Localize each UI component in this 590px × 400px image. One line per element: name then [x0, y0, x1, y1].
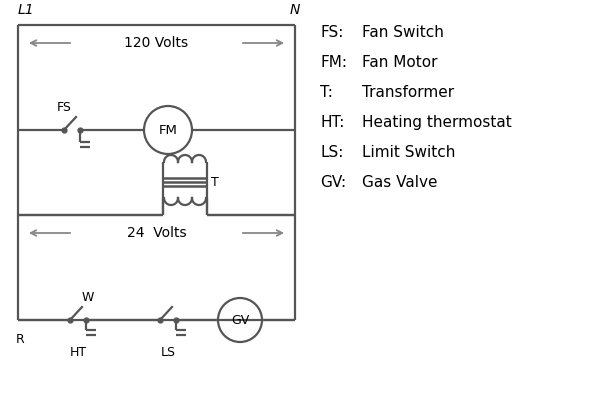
Text: FS: FS — [57, 101, 71, 114]
Text: Gas Valve: Gas Valve — [362, 175, 438, 190]
Text: R: R — [15, 333, 24, 346]
Text: 120 Volts: 120 Volts — [124, 36, 189, 50]
Text: GV: GV — [231, 314, 249, 326]
Text: HT: HT — [70, 346, 87, 359]
Text: HT:: HT: — [320, 115, 345, 130]
Text: Fan Motor: Fan Motor — [362, 55, 438, 70]
Text: T: T — [211, 176, 219, 188]
Text: FS:: FS: — [320, 25, 343, 40]
Text: GV:: GV: — [320, 175, 346, 190]
Text: N: N — [290, 3, 300, 17]
Text: LS: LS — [160, 346, 175, 359]
Text: LS:: LS: — [320, 145, 343, 160]
Text: FM:: FM: — [320, 55, 347, 70]
Text: T:: T: — [320, 85, 333, 100]
Text: FM: FM — [159, 124, 178, 136]
Text: W: W — [82, 291, 94, 304]
Text: Fan Switch: Fan Switch — [362, 25, 444, 40]
Text: L1: L1 — [18, 3, 35, 17]
Text: 24  Volts: 24 Volts — [127, 226, 186, 240]
Text: Limit Switch: Limit Switch — [362, 145, 455, 160]
Text: Transformer: Transformer — [362, 85, 454, 100]
Text: Heating thermostat: Heating thermostat — [362, 115, 512, 130]
